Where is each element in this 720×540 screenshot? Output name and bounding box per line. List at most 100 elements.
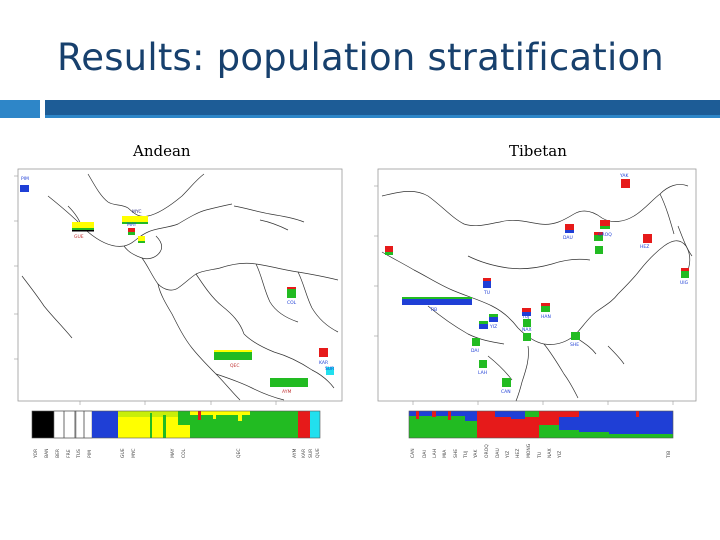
marker-myc xyxy=(122,216,148,224)
svg-text:TUJ: TUJ xyxy=(463,451,469,459)
svg-text:DAI: DAI xyxy=(471,348,479,354)
marker-tuj xyxy=(523,319,531,327)
svg-text:TU: TU xyxy=(483,290,490,296)
marker-yak xyxy=(621,179,630,188)
svg-text:FRE: FRE xyxy=(66,449,72,458)
marker-dau xyxy=(565,224,574,233)
tibetan-map-labels: YAK OROQ DAU HEZ UIG TU TIB YIZ NAX TUJ … xyxy=(429,173,689,395)
svg-text:YIZ: YIZ xyxy=(489,324,497,330)
andean-map-frame xyxy=(17,168,343,402)
marker-can xyxy=(502,378,511,387)
svg-text:UIG: UIG xyxy=(680,280,689,286)
svg-text:TUS: TUS xyxy=(76,449,82,459)
svg-text:TU: TU xyxy=(537,452,543,459)
andean-admixture: YOR BAN BER FRE TUS PIM GUE MYC MAY COL … xyxy=(31,410,321,459)
tibetan-map-ticks xyxy=(374,185,674,405)
marker-hez xyxy=(643,234,652,243)
tibetan-admixture: CAN DAI LAH MIA SHE TUJ YAK OROQ DAU YIZ… xyxy=(408,410,674,459)
svg-text:DAU: DAU xyxy=(495,448,501,458)
marker-aym xyxy=(270,378,308,387)
marker-sur xyxy=(326,367,334,375)
svg-text:YIZ: YIZ xyxy=(557,451,563,459)
marker-uig xyxy=(681,268,689,278)
tibetan-panel-label: Tibetan xyxy=(509,142,567,160)
marker-nax xyxy=(479,321,488,329)
svg-text:MONG: MONG xyxy=(526,443,532,458)
title-rule-bar xyxy=(45,100,720,118)
marker-tib-west xyxy=(385,246,393,255)
svg-text:CAN: CAN xyxy=(410,448,416,458)
marker-tu-north xyxy=(595,246,603,254)
svg-text:YAK: YAK xyxy=(473,449,479,459)
svg-text:MAY: MAY xyxy=(170,448,176,458)
svg-text:MYC: MYC xyxy=(132,209,142,215)
svg-text:SUR: SUR xyxy=(325,366,334,372)
andean-admixture-bars xyxy=(31,410,321,439)
marker-she xyxy=(571,332,580,340)
svg-text:KAR: KAR xyxy=(319,360,328,366)
svg-text:QEC: QEC xyxy=(236,448,242,458)
svg-text:CAN: CAN xyxy=(501,389,511,395)
tibetan-markers xyxy=(385,179,689,387)
svg-text:QEC: QEC xyxy=(230,363,240,369)
svg-text:HEZ: HEZ xyxy=(640,244,649,250)
svg-text:DAI: DAI xyxy=(422,450,428,458)
title-rule-underline xyxy=(45,115,720,118)
svg-text:OROQ: OROQ xyxy=(484,444,490,458)
svg-text:QUE: QUE xyxy=(315,448,321,458)
svg-text:MYC: MYC xyxy=(131,448,137,458)
svg-text:HAN: HAN xyxy=(541,314,551,320)
svg-text:GUE: GUE xyxy=(120,448,126,458)
marker-may xyxy=(128,228,135,235)
svg-text:TUJ: TUJ xyxy=(521,314,529,320)
svg-text:NAX: NAX xyxy=(522,327,532,333)
svg-text:YAK: YAK xyxy=(619,173,629,179)
svg-text:MAY: MAY xyxy=(127,222,137,228)
svg-text:MIA: MIA xyxy=(442,449,448,458)
marker-she-w xyxy=(523,333,531,341)
svg-text:BER: BER xyxy=(55,449,61,458)
svg-text:TIB: TIB xyxy=(666,451,672,459)
andean-map-ticks xyxy=(14,175,277,405)
tibetan-pop-labels: CAN DAI LAH MIA SHE TUJ YAK OROQ DAU YIZ… xyxy=(410,443,672,459)
marker-tu xyxy=(483,278,491,288)
marker-mong xyxy=(594,232,603,241)
svg-text:PIM: PIM xyxy=(21,176,29,182)
tibetan-map-frame xyxy=(377,168,697,402)
svg-text:YIZ: YIZ xyxy=(505,451,511,459)
marker-gue xyxy=(72,222,94,230)
marker-qec xyxy=(214,352,252,360)
svg-text:GUE: GUE xyxy=(74,234,84,240)
tibetan-coastlines xyxy=(381,184,693,402)
marker-kar xyxy=(319,348,328,357)
svg-text:SHE: SHE xyxy=(570,342,579,348)
slide-title: Results: population stratification xyxy=(57,36,664,79)
marker-dai xyxy=(472,338,480,346)
marker-col xyxy=(138,236,145,243)
svg-text:DAU: DAU xyxy=(563,235,573,241)
tibetan-map: YAK OROQ DAU HEZ UIG TU TIB YIZ NAX TUJ … xyxy=(374,168,697,405)
svg-text:AYM: AYM xyxy=(282,389,291,395)
svg-text:SHE: SHE xyxy=(453,449,459,458)
andean-markers xyxy=(20,185,334,387)
marker-col-south xyxy=(287,289,296,298)
svg-text:PIM: PIM xyxy=(87,450,93,458)
andean-map-labels: PIM GUE MYC MAY QEC COL KAR SUR AYM xyxy=(21,176,334,395)
svg-text:SUR: SUR xyxy=(308,449,314,458)
title-rule-gap xyxy=(40,100,45,118)
marker-tib xyxy=(402,297,472,305)
marker-lah xyxy=(479,360,487,368)
svg-text:LAH: LAH xyxy=(478,370,487,376)
tibetan-admixture-bars xyxy=(408,410,674,439)
title-rule-accent xyxy=(0,100,40,118)
svg-text:LAH: LAH xyxy=(432,449,438,458)
marker-pim xyxy=(20,185,29,192)
svg-text:NAX: NAX xyxy=(547,448,553,458)
svg-text:AYM: AYM xyxy=(292,449,298,458)
andean-coastlines xyxy=(21,173,339,401)
svg-text:OROQ: OROQ xyxy=(598,232,612,238)
svg-text:YOR: YOR xyxy=(33,449,39,459)
svg-text:KAR: KAR xyxy=(301,449,307,458)
svg-text:COL: COL xyxy=(181,448,187,458)
svg-text:TIB: TIB xyxy=(429,307,437,313)
